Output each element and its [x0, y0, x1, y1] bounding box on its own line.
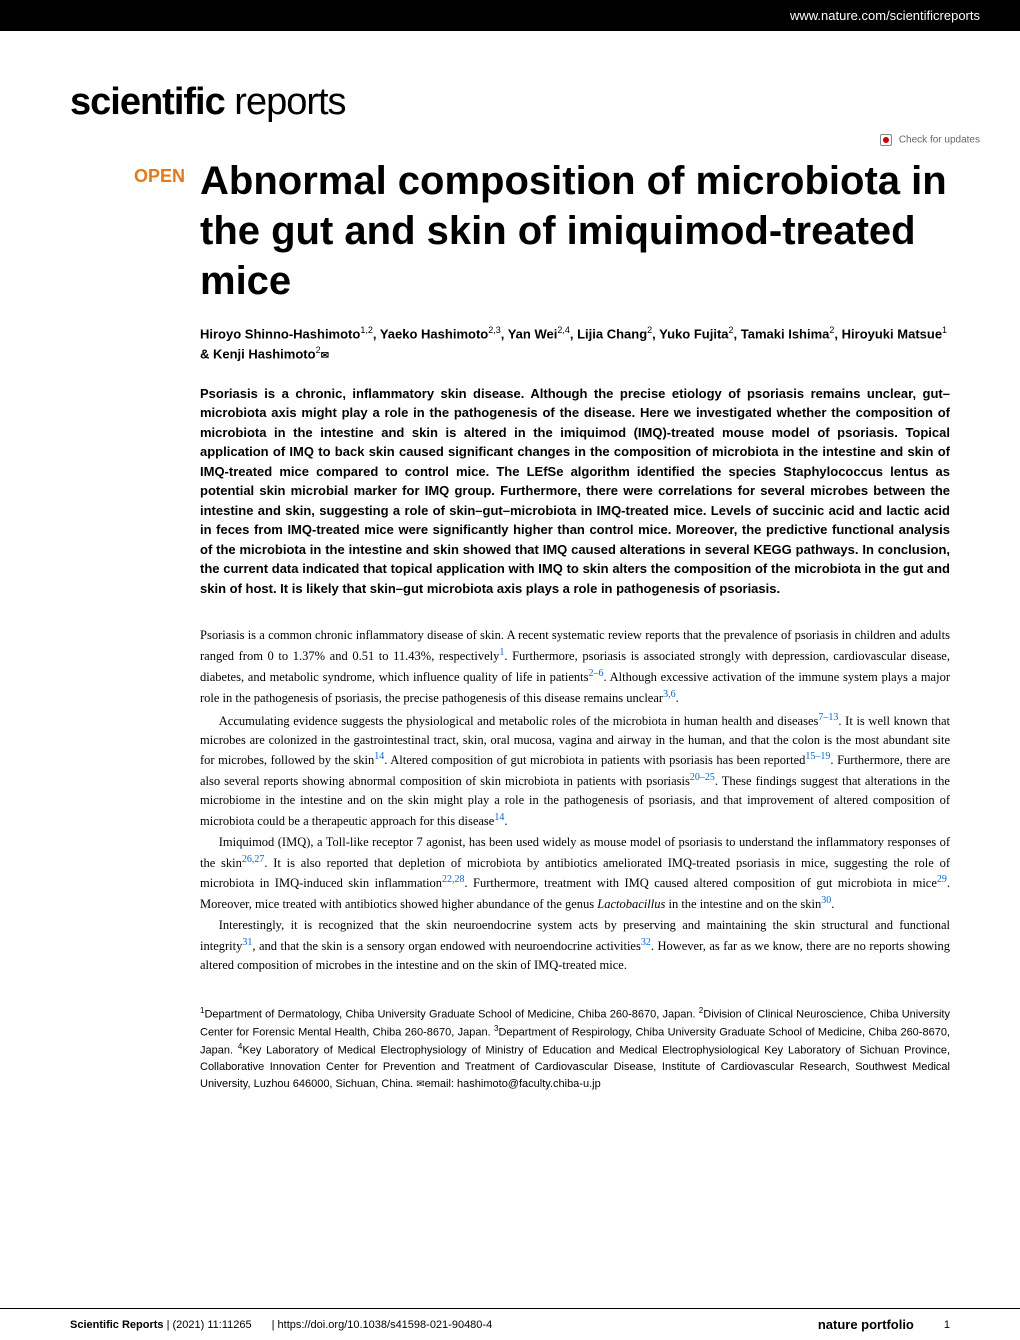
- ref-link-9[interactable]: 26,27: [242, 854, 265, 865]
- check-updates-icon: [880, 134, 892, 146]
- footer-citation: (2021) 11:11265: [173, 1319, 252, 1331]
- paragraph-3: Imiquimod (IMQ), a Toll-like receptor 7 …: [200, 833, 950, 914]
- para2-text-c: . Altered composition of gut microbiota …: [384, 753, 805, 767]
- ref-link-4[interactable]: 7–13: [818, 712, 838, 723]
- logo-bold: scientific: [70, 81, 225, 123]
- left-column: OPEN: [70, 156, 200, 1092]
- body-text: Psoriasis is a common chronic inflammato…: [200, 626, 950, 974]
- ref-link-5[interactable]: 14: [374, 751, 384, 762]
- para1-text-d: .: [676, 691, 679, 705]
- affiliations: 1Department of Dermatology, Chiba Univer…: [200, 1005, 950, 1092]
- aff-1: Department of Dermatology, Chiba Univers…: [204, 1008, 698, 1020]
- main-column: Abnormal composition of microbiota in th…: [200, 156, 950, 1092]
- footer-journal: Scientific Reports: [70, 1319, 164, 1331]
- ref-link-12[interactable]: 30: [821, 895, 831, 906]
- logo-light: reports: [225, 81, 346, 123]
- header-url: www.nature.com/scientificreports: [790, 8, 980, 23]
- footer-left: Scientific Reports | (2021) 11:11265 | h…: [70, 1319, 492, 1331]
- abstract: Psoriasis is a chronic, inflammatory ski…: [200, 384, 950, 599]
- ref-link-3[interactable]: 3,6: [663, 689, 676, 700]
- ref-link-2[interactable]: 2–6: [588, 668, 603, 679]
- page-number: 1: [944, 1319, 950, 1331]
- para4-text-b: , and that the skin is a sensory organ e…: [252, 939, 640, 953]
- logo-section: scientific reports: [0, 31, 1020, 134]
- author-sup-2: 2,3: [488, 325, 501, 335]
- author-8: & Kenji Hashimoto: [200, 346, 316, 361]
- para3-text-c: . Furthermore, treatment with IMQ caused…: [464, 877, 936, 891]
- author-sup-3: 2,4: [557, 325, 570, 335]
- author-2: , Yaeko Hashimoto: [373, 326, 488, 341]
- email-icon: ✉: [416, 1079, 424, 1090]
- corresponding-author-icon: ✉: [321, 350, 329, 361]
- footer: Scientific Reports | (2021) 11:11265 | h…: [0, 1308, 1020, 1340]
- author-5: , Yuko Fujita: [652, 326, 728, 341]
- header-bar: www.nature.com/scientificreports: [0, 0, 1020, 31]
- authors-list: Hiroyo Shinno-Hashimoto1,2, Yaeko Hashim…: [200, 324, 950, 364]
- ref-link-11[interactable]: 29: [937, 874, 947, 885]
- ref-link-6[interactable]: 15–19: [805, 751, 830, 762]
- author-3: , Yan Wei: [501, 326, 558, 341]
- ref-link-14[interactable]: 32: [641, 937, 651, 948]
- author-sup-1: 1,2: [360, 325, 373, 335]
- journal-logo: scientific reports: [70, 81, 346, 123]
- ref-link-8[interactable]: 14: [494, 812, 504, 823]
- paragraph-2: Accumulating evidence suggests the physi…: [200, 710, 950, 831]
- footer-right: nature portfolio 1: [818, 1317, 950, 1332]
- footer-doi: | https://doi.org/10.1038/s41598-021-904…: [272, 1319, 493, 1331]
- para3-text-f: .: [831, 897, 834, 911]
- para2-text-a: Accumulating evidence suggests the physi…: [219, 714, 819, 728]
- author-1: Hiroyo Shinno-Hashimoto: [200, 326, 360, 341]
- nature-portfolio-logo: nature portfolio: [818, 1317, 914, 1332]
- ref-link-7[interactable]: 20–25: [690, 772, 715, 783]
- check-updates-label: Check for updates: [899, 135, 980, 146]
- paragraph-1: Psoriasis is a common chronic inflammato…: [200, 626, 950, 707]
- check-updates-link[interactable]: Check for updates: [0, 134, 1020, 156]
- ref-link-10[interactable]: 22,28: [442, 874, 465, 885]
- para3-text-e: in the intestine and on the skin: [665, 897, 821, 911]
- para3-italic: Lactobacillus: [597, 897, 665, 911]
- footer-citation-block: Scientific Reports | (2021) 11:11265: [70, 1319, 252, 1331]
- ref-link-13[interactable]: 31: [242, 937, 252, 948]
- author-7: , Hiroyuki Matsue: [834, 326, 942, 341]
- author-6: , Tamaki Ishima: [734, 326, 830, 341]
- para2-text-f: .: [504, 814, 507, 828]
- article-title: Abnormal composition of microbiota in th…: [200, 156, 950, 306]
- content-wrapper: OPEN Abnormal composition of microbiota …: [0, 156, 1020, 1092]
- author-sup-7: 1: [942, 325, 947, 335]
- open-access-badge: OPEN: [70, 156, 200, 187]
- author-4: , Lijia Chang: [570, 326, 647, 341]
- paragraph-4: Interestingly, it is recognized that the…: [200, 916, 950, 974]
- aff-email: email: hashimoto@faculty.chiba-u.jp: [425, 1078, 601, 1090]
